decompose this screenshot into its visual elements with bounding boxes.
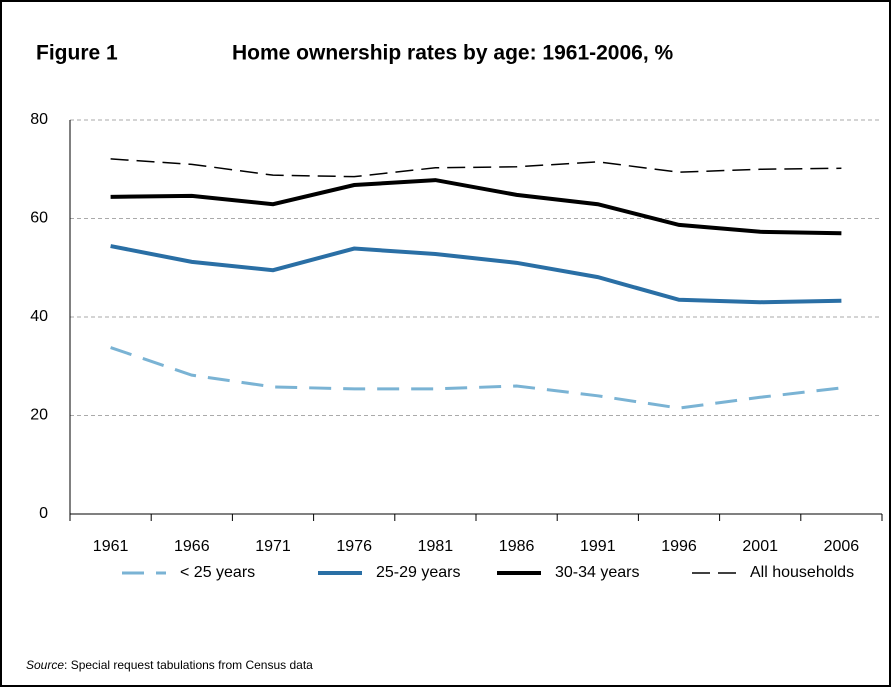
x-tick-label: 1981 [418,538,454,555]
legend-label: All households [750,564,854,581]
source-text: : Special request tabulations from Censu… [64,658,313,672]
y-tick-label: 40 [30,308,48,325]
legend-label: < 25 years [180,564,255,581]
x-tick-label: 1976 [336,538,372,555]
figure-label: Figure 1 [36,42,118,65]
x-tick-label: 1971 [255,538,291,555]
chart-title: Home ownership rates by age: 1961-2006, … [232,42,674,65]
x-tick-label: 1966 [174,538,210,555]
x-tick-label: 2001 [742,538,778,555]
series-line [110,244,842,305]
series-line [110,346,842,410]
series-line [110,178,842,236]
legend-label: 25-29 years [376,564,461,581]
legend-label: 30-34 years [555,564,640,581]
source-note: Source: Special request tabulations from… [26,658,313,672]
y-tick-label: 20 [30,407,48,424]
y-tick-label: 60 [30,210,48,227]
y-tick-label: 0 [39,505,48,522]
x-tick-label: 1991 [580,538,616,555]
x-tick-label: 2006 [824,538,860,555]
x-tick-label: 1986 [499,538,535,555]
series-line [110,158,842,178]
x-tick-label: 1961 [93,538,129,555]
source-label: Source [26,658,64,672]
y-tick-label: 80 [30,111,48,128]
x-tick-label: 1996 [661,538,697,555]
